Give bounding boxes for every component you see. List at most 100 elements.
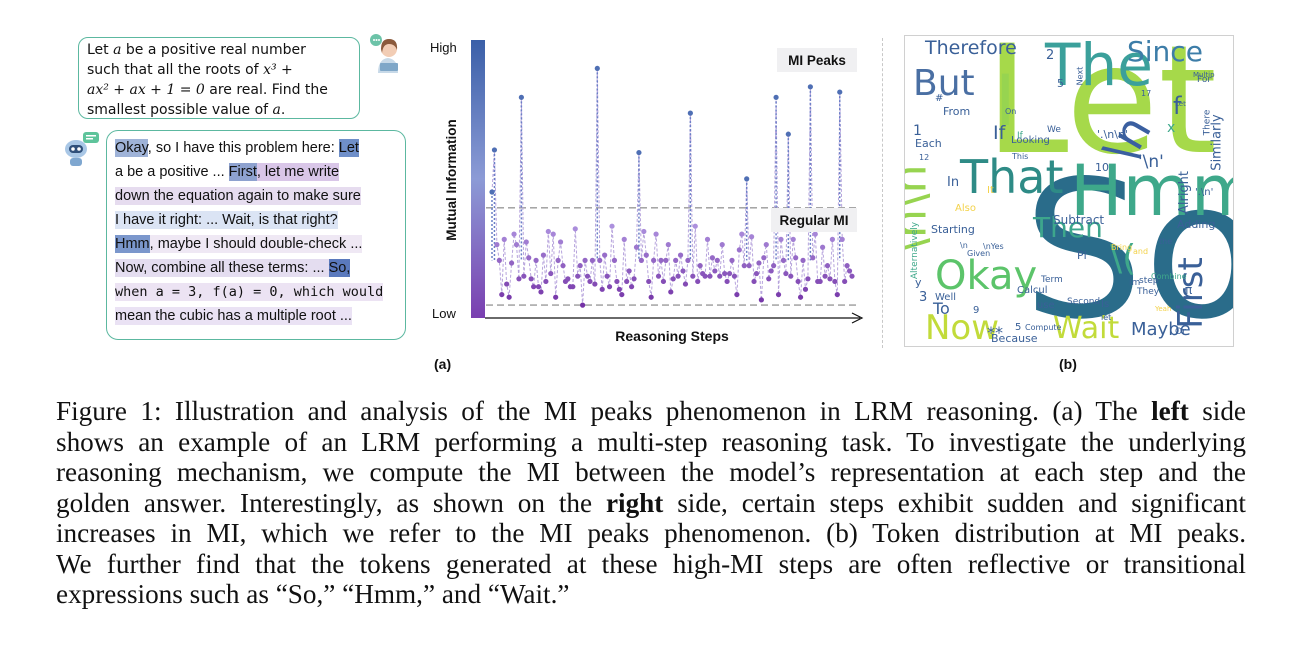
cloud-word: let [1101,313,1112,322]
mi-point [783,270,789,277]
answer-token: down the equation again to make sure [115,187,361,205]
cloud-word: That [960,150,1064,204]
answer-line: Okay, so I have this problem here: Let [115,137,397,159]
cloud-word: f [1173,92,1182,120]
answer-line: Hmm, maybe I should double-check ... [115,233,397,255]
mi-point [599,286,605,292]
mi-point [663,257,669,263]
answer-token: a be a positive ... [115,164,229,180]
answer-token: So, [328,259,351,277]
mi-peaks-label: MI Peaks [788,53,846,68]
mi-point [665,242,671,248]
cloud-word: 9 [973,305,980,316]
cloud-word: Yeah [1155,305,1172,313]
mi-point [538,289,544,295]
answer-token: I have it right: ... Wait, is that right… [115,211,338,229]
mi-point [805,276,811,282]
mi-point [709,255,716,261]
cloud-word: It [987,185,994,196]
mi-point [638,257,644,263]
mi-point [651,257,657,263]
mi-point [555,257,561,263]
mi-point [643,252,649,258]
mi-point [768,268,774,274]
mi-point [496,257,502,263]
cloud-word: Looking [1011,135,1050,146]
mi-peak-point [489,189,495,195]
mi-point [849,273,855,279]
mi-point [653,231,659,237]
figure-caption: Figure 1: Illustration and analysis of t… [56,396,1246,610]
mi-point [763,242,769,248]
mi-point [609,223,615,229]
mi-point [621,236,627,242]
mi-point [675,273,681,279]
answer-token: , maybe I should double-check ... [149,235,363,253]
cloud-word: Alright [1177,170,1193,215]
answer-token: , so I have this problem here: [147,140,339,156]
mi-point [521,273,527,279]
answer-text: Okay, so I have this problem here: Let a … [115,137,397,327]
answer-token: , let me write [256,163,340,181]
mi-point [528,276,534,282]
cloud-word: But [913,63,975,104]
answer-line: when a = 3, f(a) = 0, which would [115,281,397,303]
cloud-word: 12 [919,153,930,162]
cloud-word: I [995,60,1016,142]
answer-line: mean the cubic has a multiple root ... [115,305,397,327]
cloud-word: the [1159,237,1173,246]
cloud-word: Next [1075,66,1085,86]
answer-token: Let [338,139,359,157]
mi-point [582,257,588,263]
cloud-word: In [947,175,960,190]
mi-point [748,234,755,240]
mi-point [572,226,578,232]
cloud-word: \( [1110,238,1137,279]
mi-point [506,294,512,300]
mi-point [513,242,520,248]
mi-point [824,263,831,269]
mi-point [695,278,701,285]
mi-point [756,260,762,266]
cloud-word: Then [1033,211,1103,244]
cloud-word: Compute [1025,323,1062,332]
cloud-word: '\n' [1138,152,1164,172]
mi-point [526,255,532,261]
mi-point [660,278,667,285]
cloud-word: So [1023,140,1233,347]
caption-line: increases in MI, which we refer to the M… [56,518,1246,549]
caption-text: expressions such as “So,” “Hmm,” and “Wa… [56,579,570,609]
cloud-word: Because [991,332,1038,345]
mi-peak-point [773,94,779,100]
question-text: be a positive real number [121,42,306,58]
cloud-word: ** [987,323,1003,342]
cloud-word: step [1139,276,1159,286]
mi-series-line [491,68,853,306]
cloud-word: On [1005,107,1017,116]
mi-point [589,257,596,263]
mi-point [631,276,637,282]
mi-point [655,273,662,279]
answer-line: a be a positive ... First, let me write [115,161,397,183]
mi-point [820,244,826,250]
question-expr: ax² + ax + 1 = 0 [87,82,205,98]
mi-point [719,242,725,248]
cloud-word: Let [1175,100,1186,108]
mi-point [714,257,720,263]
answer-line: down the equation again to make sure [115,185,397,207]
mi-point [535,284,542,290]
mi-point [670,276,676,282]
cloud-word: Or [1175,327,1186,337]
caption-line: We further find that the tokens generate… [56,549,1246,580]
answer-token: First [228,163,257,181]
cloud-word: Maybe [1131,319,1191,340]
mi-point [587,278,593,285]
question-var: a [113,42,122,58]
cloud-word: Similarly [1209,114,1225,171]
mi-point [731,273,738,279]
cloud-word: Combine [1151,272,1187,281]
mi-point [548,270,554,277]
answer-token: Now, combine all these terms: ... [115,259,329,277]
mi-point [540,252,547,258]
caption-text: side [1188,396,1246,426]
